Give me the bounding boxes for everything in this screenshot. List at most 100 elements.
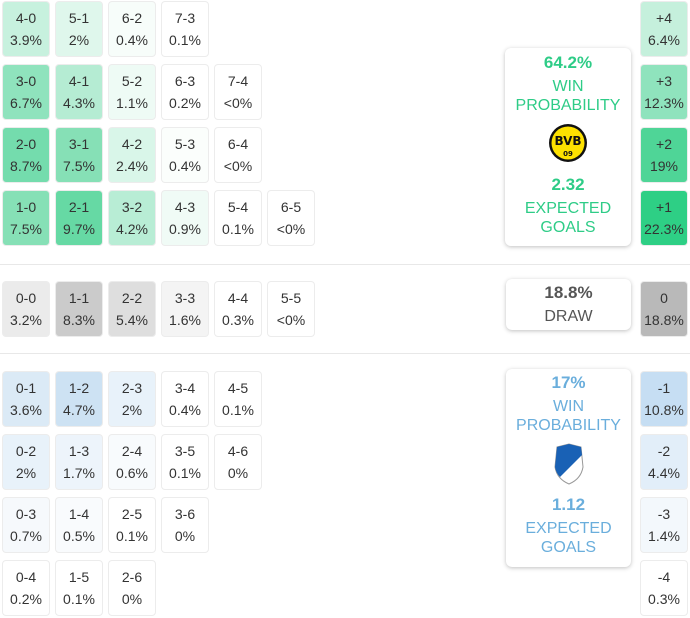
score-cell[interactable]: 3-6 0% (161, 497, 209, 553)
cell-probability: 2% (68, 32, 90, 48)
score-cell[interactable]: 2-1 9.7% (55, 190, 103, 246)
cell-score: 5-5 (280, 290, 302, 306)
score-cell[interactable]: 4-4 0.3% (214, 281, 262, 337)
section-divider-top (0, 264, 690, 265)
cell-score: 7-4 (227, 73, 249, 89)
cell-probability: 0.3% (222, 312, 254, 328)
cell-score: 4-0 (15, 10, 37, 26)
cell-score: 3-0 (15, 73, 37, 89)
score-cell[interactable]: 6-5 <0% (267, 190, 315, 246)
cell-score: 5-3 (174, 136, 196, 152)
score-cell[interactable]: 4-5 0.1% (214, 371, 262, 427)
cell-probability: <0% (276, 312, 306, 328)
cell-probability: 22.3% (644, 221, 684, 237)
cell-score: 4-6 (227, 443, 249, 459)
bvb-crest-icon: BVB 09 (548, 123, 588, 168)
cell-score: 1-4 (68, 506, 90, 522)
cell-score: 4-4 (227, 290, 249, 306)
cell-probability: 6.4% (648, 32, 680, 48)
score-cell[interactable]: 2-4 0.6% (108, 434, 156, 490)
score-cell[interactable]: 3-5 0.1% (161, 434, 209, 490)
score-cell[interactable]: 5-2 1.1% (108, 64, 156, 120)
score-cell[interactable]: 7-3 0.1% (161, 1, 209, 57)
score-cell[interactable]: 1-4 0.5% (55, 497, 103, 553)
cell-score: 5-1 (68, 10, 90, 26)
score-cell[interactable]: 6-2 0.4% (108, 1, 156, 57)
score-cell[interactable]: 1-3 1.7% (55, 434, 103, 490)
cell-score: 3-3 (174, 290, 196, 306)
score-cell[interactable]: 3-3 1.6% (161, 281, 209, 337)
score-cell[interactable]: 1-5 0.1% (55, 560, 103, 616)
score-cell[interactable]: 1-1 8.3% (55, 281, 103, 337)
cell-probability: 7.5% (63, 158, 95, 174)
cell-score: 2-2 (121, 290, 143, 306)
cell-score: 6-5 (280, 199, 302, 215)
cell-probability: 18.8% (644, 312, 684, 328)
margin-cell[interactable]: 0 18.8% (640, 281, 688, 337)
score-cell[interactable]: 2-6 0% (108, 560, 156, 616)
score-cell[interactable]: 6-4 <0% (214, 127, 262, 183)
cell-probability: 6.7% (10, 95, 42, 111)
score-cell[interactable]: 5-4 0.1% (214, 190, 262, 246)
cell-probability: 0.9% (169, 221, 201, 237)
score-cell[interactable]: 2-5 0.1% (108, 497, 156, 553)
margin-cell[interactable]: +2 19% (640, 127, 688, 183)
score-cell[interactable]: 1-0 7.5% (2, 190, 50, 246)
cell-probability: 0.3% (648, 591, 680, 607)
margin-cell[interactable]: +4 6.4% (640, 1, 688, 57)
cell-score: 5-4 (227, 199, 249, 215)
draw-pct: 18.8% (544, 283, 593, 302)
cell-probability: 0% (121, 591, 143, 607)
score-cell[interactable]: 4-3 0.9% (161, 190, 209, 246)
score-cell[interactable]: 3-0 6.7% (2, 64, 50, 120)
cell-probability: 0.1% (169, 32, 201, 48)
cell-probability: 12.3% (644, 95, 684, 111)
score-cell[interactable]: 2-3 2% (108, 371, 156, 427)
score-cell[interactable]: 5-1 2% (55, 1, 103, 57)
score-cell[interactable]: 6-3 0.2% (161, 64, 209, 120)
score-cell[interactable]: 0-1 3.6% (2, 371, 50, 427)
svg-text:BVB: BVB (554, 134, 581, 148)
margin-cell[interactable]: -2 4.4% (640, 434, 688, 490)
margin-cell[interactable]: -3 1.4% (640, 497, 688, 553)
score-cell[interactable]: 4-0 3.9% (2, 1, 50, 57)
cell-score: 1-2 (68, 380, 90, 396)
margin-cell[interactable]: +1 22.3% (640, 190, 688, 246)
score-cell[interactable]: 2-2 5.4% (108, 281, 156, 337)
margin-cell[interactable]: +3 12.3% (640, 64, 688, 120)
cell-score: -2 (657, 443, 671, 459)
away-win-label: WIN (552, 398, 585, 415)
score-cell[interactable]: 0-3 0.7% (2, 497, 50, 553)
score-cell[interactable]: 0-2 2% (2, 434, 50, 490)
cell-probability: 3.6% (10, 402, 42, 418)
home-win-pct: 64.2% (543, 53, 593, 72)
cell-score: 0-1 (15, 380, 37, 396)
cell-probability: 2.4% (116, 158, 148, 174)
score-cell[interactable]: 5-3 0.4% (161, 127, 209, 183)
score-cell[interactable]: 0-4 0.2% (2, 560, 50, 616)
cell-score: 3-5 (174, 443, 196, 459)
cell-score: 0-4 (15, 569, 37, 585)
score-cell[interactable]: 3-2 4.2% (108, 190, 156, 246)
score-cell[interactable]: 7-4 <0% (214, 64, 262, 120)
score-cell[interactable]: 1-2 4.7% (55, 371, 103, 427)
cell-score: 4-3 (174, 199, 196, 215)
cell-probability: 0.1% (116, 528, 148, 544)
score-cell[interactable]: 3-4 0.4% (161, 371, 209, 427)
score-cell[interactable]: 2-0 8.7% (2, 127, 50, 183)
score-cell[interactable]: 0-0 3.2% (2, 281, 50, 337)
margin-cell[interactable]: -4 0.3% (640, 560, 688, 616)
away-xg-label: EXPECTED (525, 520, 612, 537)
margin-cell[interactable]: -1 10.8% (640, 371, 688, 427)
score-cell[interactable]: 4-2 2.4% (108, 127, 156, 183)
score-cell[interactable]: 5-5 <0% (267, 281, 315, 337)
cell-probability: 19% (649, 158, 679, 174)
home-win-label-2: PROBABILITY (515, 97, 621, 114)
cell-probability: 0.2% (10, 591, 42, 607)
score-cell[interactable]: 4-1 4.3% (55, 64, 103, 120)
score-cell[interactable]: 4-6 0% (214, 434, 262, 490)
cell-probability: 1.6% (169, 312, 201, 328)
score-cell[interactable]: 3-1 7.5% (55, 127, 103, 183)
cell-probability: <0% (276, 221, 306, 237)
away-xg: 1.12 (551, 495, 586, 514)
